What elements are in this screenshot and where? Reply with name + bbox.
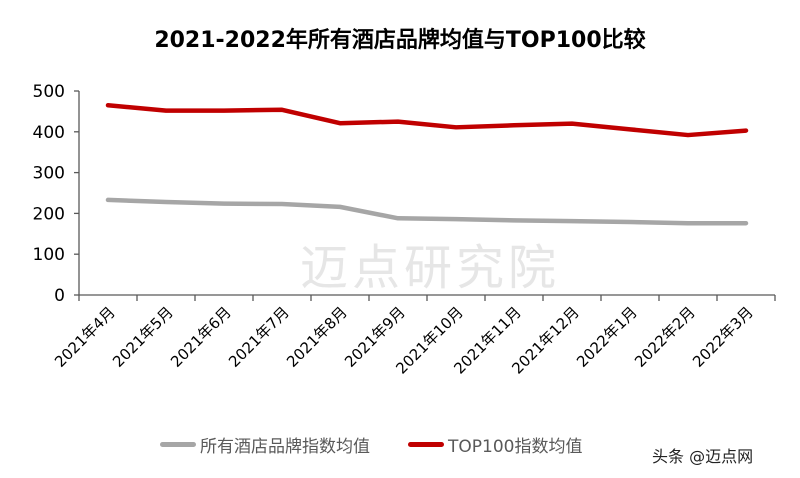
x-tick-label: 2022年2月 [631, 303, 699, 371]
legend-item-all-brands: 所有酒店品牌指数均值 [160, 432, 370, 457]
x-tick-label: 2022年1月 [573, 303, 641, 371]
legend: 所有酒店品牌指数均值 TOP100指数均值 [160, 432, 620, 457]
legend-item-top100: TOP100指数均值 [408, 432, 582, 457]
legend-label: 所有酒店品牌指数均值 [200, 437, 370, 457]
chart-title: 2021-2022年所有酒店品牌均值与TOP100比较 [154, 28, 646, 53]
legend-swatch-red [408, 442, 444, 447]
x-tick-label: 2022年3月 [689, 303, 757, 371]
y-tick-label: 0 [54, 286, 65, 306]
footer-watermark: 头条 @迈点网 [652, 447, 754, 466]
background-watermark: 迈点研究院 [300, 240, 561, 296]
x-tick-label: 2021年5月 [109, 303, 177, 371]
series-line-1 [105, 103, 749, 138]
legend-label: TOP100指数均值 [448, 437, 583, 457]
x-tick-label: 2021年8月 [283, 303, 351, 371]
y-tick-label: 200 [33, 204, 65, 224]
y-tick-label: 500 [33, 82, 65, 102]
x-tick-label: 2021年4月 [51, 303, 119, 371]
y-tick-label: 300 [33, 164, 65, 184]
x-tick-label: 2021年7月 [225, 303, 293, 371]
legend-swatch-gray [160, 442, 196, 447]
series-line-0 [105, 197, 749, 226]
x-tick-label: 2021年6月 [167, 303, 235, 371]
y-tick-label: 100 [33, 245, 65, 265]
y-tick-label: 400 [33, 123, 65, 143]
